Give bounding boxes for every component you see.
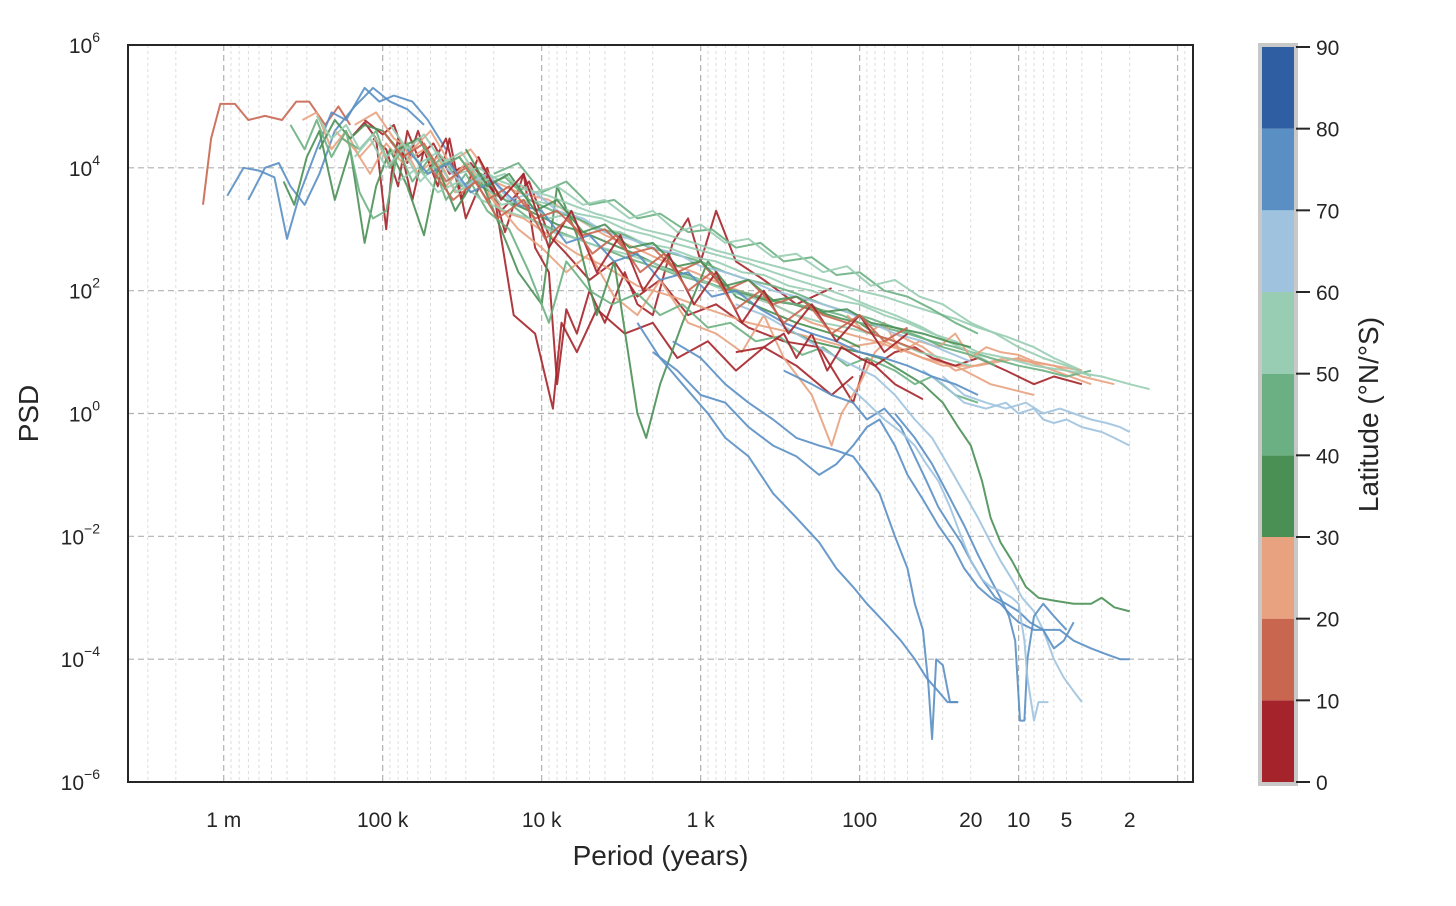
colorbar-tick-label: 60 xyxy=(1316,282,1339,305)
y-tick-label: 10−4 xyxy=(61,643,101,672)
colorbar-bin xyxy=(1262,455,1294,537)
series-line xyxy=(226,86,447,240)
series-layer xyxy=(202,86,1150,741)
colorbar-bin xyxy=(1262,373,1294,456)
series-line xyxy=(301,111,1035,396)
y-tick-label: 10−2 xyxy=(61,520,101,549)
colorbar-tick-label: 70 xyxy=(1316,200,1339,223)
series-line xyxy=(636,322,959,704)
y-axis-label: PSD xyxy=(13,385,44,443)
colorbar-bin xyxy=(1262,537,1294,619)
series-line xyxy=(672,340,959,741)
series-line xyxy=(353,137,1150,391)
x-tick-label: 2 xyxy=(1124,809,1136,832)
colorbar-tick-label: 40 xyxy=(1316,445,1339,468)
y-tick-label: 10−6 xyxy=(61,766,101,795)
series-line xyxy=(381,130,924,354)
series-line xyxy=(652,351,1075,650)
series-line xyxy=(372,129,854,410)
x-tick-label: 10 k xyxy=(522,809,562,832)
colorbar-tick-label: 90 xyxy=(1316,37,1339,60)
colorbar-tick-label: 10 xyxy=(1316,690,1339,713)
y-tick-label: 100 xyxy=(69,398,100,427)
x-tick-label: 10 xyxy=(1007,809,1030,832)
colorbar-bin xyxy=(1262,47,1294,129)
x-tick-label: 1 m xyxy=(206,809,241,832)
colorbar-bin xyxy=(1262,210,1294,292)
series-line xyxy=(922,369,1131,447)
colorbar-tick-label: 30 xyxy=(1316,527,1339,550)
grid xyxy=(127,44,1194,783)
series-line xyxy=(513,180,1092,378)
colorbar-tick-label: 80 xyxy=(1316,119,1339,142)
colorbar-label: Latitude (°N/°S) xyxy=(1353,317,1384,512)
colorbar-bin xyxy=(1262,128,1294,211)
series-line xyxy=(341,129,1092,378)
series-line xyxy=(389,124,996,367)
series-line xyxy=(493,162,979,335)
x-tick-label: 1 k xyxy=(687,809,716,832)
series-line xyxy=(315,115,1083,372)
y-tick-label: 102 xyxy=(69,275,100,304)
plot-area xyxy=(127,44,1194,783)
series-line xyxy=(247,86,425,206)
y-tick-label: 106 xyxy=(69,29,100,58)
y-axis: 106 104 102 100 10−2 10−4 10−6 xyxy=(61,29,101,795)
x-axis: 1 m 100 k 10 k 1 k 100 20 10 5 2 xyxy=(206,809,1135,832)
colorbar-bin xyxy=(1262,700,1294,782)
y-tick-label: 104 xyxy=(69,152,100,181)
x-tick-label: 100 k xyxy=(357,809,409,832)
colorbar-tick-label: 20 xyxy=(1316,609,1339,632)
colorbar-frame xyxy=(1258,43,1298,786)
series-line xyxy=(894,412,1068,722)
colorbar: 0 10 20 30 40 50 60 70 80 90 xyxy=(1258,37,1339,795)
series-line xyxy=(846,383,1049,722)
series-line xyxy=(477,156,909,354)
series-line xyxy=(429,167,909,343)
series-line xyxy=(282,129,861,439)
colorbar-bin xyxy=(1262,618,1294,701)
series-line xyxy=(735,303,1083,703)
x-axis-label: Period (years) xyxy=(573,840,749,871)
x-tick-label: 100 xyxy=(842,809,877,832)
colorbar-tick-label: 0 xyxy=(1316,772,1328,795)
x-tick-label: 20 xyxy=(959,809,982,832)
colorbar-tick-label: 50 xyxy=(1316,364,1339,387)
series-line xyxy=(942,375,1131,433)
series-line xyxy=(354,111,1092,386)
x-tick-label: 5 xyxy=(1061,809,1073,832)
colorbar-bin xyxy=(1262,292,1294,374)
series-line xyxy=(445,167,972,363)
